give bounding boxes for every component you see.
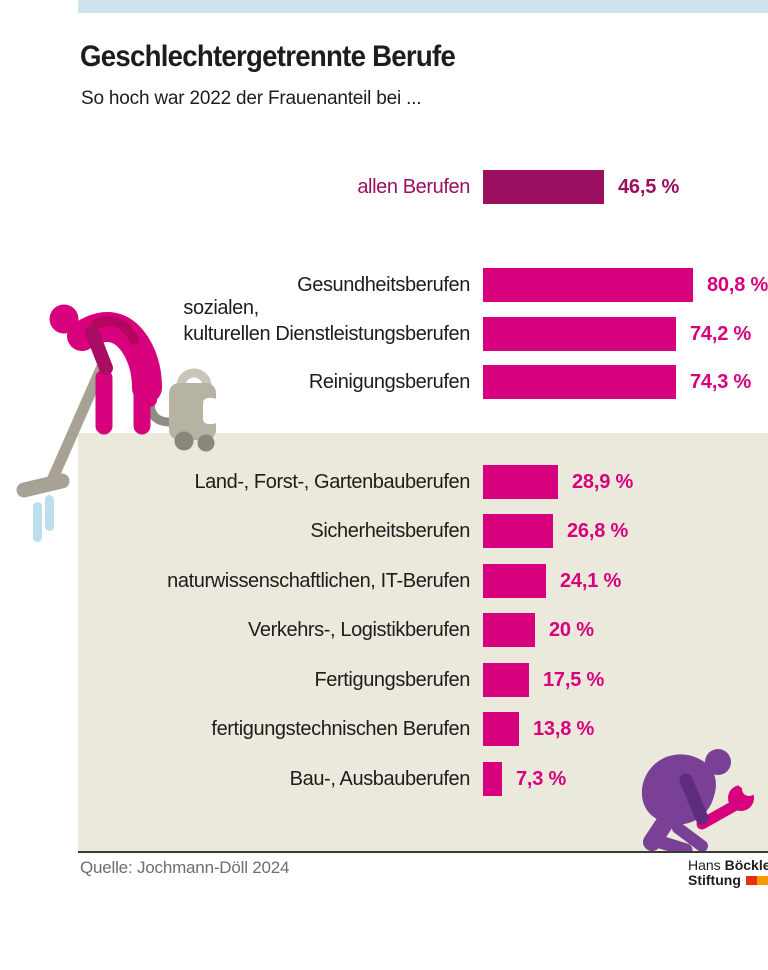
bar-label-line: naturwissenschaftlichen, IT-Berufen	[167, 570, 470, 592]
bar	[483, 712, 519, 746]
bar-value: 17,5 %	[543, 669, 605, 691]
bar	[483, 316, 676, 351]
bar-label: sozialen, kulturellen Dienstleistungsberu…	[183, 295, 470, 347]
bar-label-line: allen Berufen	[357, 176, 470, 198]
top-accent-strip	[78, 0, 768, 13]
bar-label-line: Verkehrs-, Logistikberufen	[248, 619, 470, 641]
worker-figure	[641, 749, 731, 852]
bar	[483, 663, 529, 697]
bar-label: Fertigungsberufen	[314, 667, 470, 693]
bar-label: Gesundheitsberufen	[297, 272, 470, 298]
logo-color-blocks	[745, 873, 768, 888]
bar-value: 7,3 %	[516, 768, 567, 790]
bar-label-line: Gesundheitsberufen	[297, 274, 470, 296]
vacuum-wand-icon	[16, 356, 110, 498]
bar-value: 74,3 %	[690, 371, 752, 393]
bar-label-line: Bau-, Ausbauberufen	[289, 768, 471, 790]
bar-label-line: kulturellen Dienstleistungsberufen	[183, 322, 470, 345]
footer-divider	[78, 851, 768, 853]
bar-label-line: Land-, Forst-, Gartenbauberufen	[194, 471, 470, 493]
bar-label: Verkehrs-, Logistikberufen	[248, 617, 470, 643]
logo-orange-block	[756, 876, 768, 885]
bar-label: allen Berufen	[357, 174, 470, 200]
bar-label: Sicherheitsberufen	[310, 518, 470, 544]
bar-value: 28,9 %	[572, 471, 634, 493]
crouching-worker-illustration	[641, 749, 757, 852]
vacuum-cleaner-icon	[145, 368, 218, 452]
bar-label-line: Fertigungsberufen	[314, 669, 470, 691]
bar-value: 13,8 %	[533, 718, 595, 740]
bar-value: 46,5 %	[618, 176, 680, 198]
page-subtitle: So hoch war 2022 der Frauenanteil bei ..…	[81, 88, 422, 109]
bar-label-line: Reinigungsberufen	[308, 371, 471, 393]
bar-label-line: sozialen,	[183, 296, 259, 319]
bar-label: Land-, Forst-, Gartenbauberufen	[194, 469, 470, 495]
cleaning-person-illustration	[16, 304, 218, 542]
bar-label: naturwissenschaftlichen, IT-Berufen	[167, 568, 470, 594]
page-title: Geschlechtergetrennte Berufe	[80, 40, 456, 73]
bar-value: 74,2 %	[690, 322, 752, 345]
hans-boeckler-stiftung-logo: Hans Böckler Stiftung	[688, 858, 768, 888]
bar	[483, 514, 553, 548]
bar-label: fertigungstechnischen Berufen	[211, 716, 470, 742]
bar	[483, 762, 502, 796]
bar-label-line: Sicherheitsberufen	[310, 520, 470, 542]
bar-value: 80,8 %	[707, 274, 768, 296]
logo-line2: Stiftung	[688, 873, 768, 888]
bar	[483, 613, 535, 647]
bar-value: 26,8 %	[567, 520, 629, 542]
bar	[483, 170, 604, 204]
source-text: Quelle: Jochmann-Döll 2024	[80, 858, 290, 877]
bar-label-line: fertigungstechnischen Berufen	[211, 718, 470, 740]
bar	[483, 365, 676, 399]
bar-label: Reinigungsberufen	[308, 369, 471, 395]
bar	[483, 564, 546, 598]
person-figure	[49, 304, 162, 435]
bar-value: 24,1 %	[560, 570, 622, 592]
logo-red-block	[745, 876, 757, 885]
logo-line1: Hans Böckler	[688, 857, 768, 873]
bar	[483, 268, 693, 302]
bar-label: Bau-, Ausbauberufen	[289, 766, 471, 792]
bar	[483, 465, 558, 499]
suction-marks-icon	[33, 495, 54, 542]
bar-value: 20 %	[549, 619, 594, 641]
